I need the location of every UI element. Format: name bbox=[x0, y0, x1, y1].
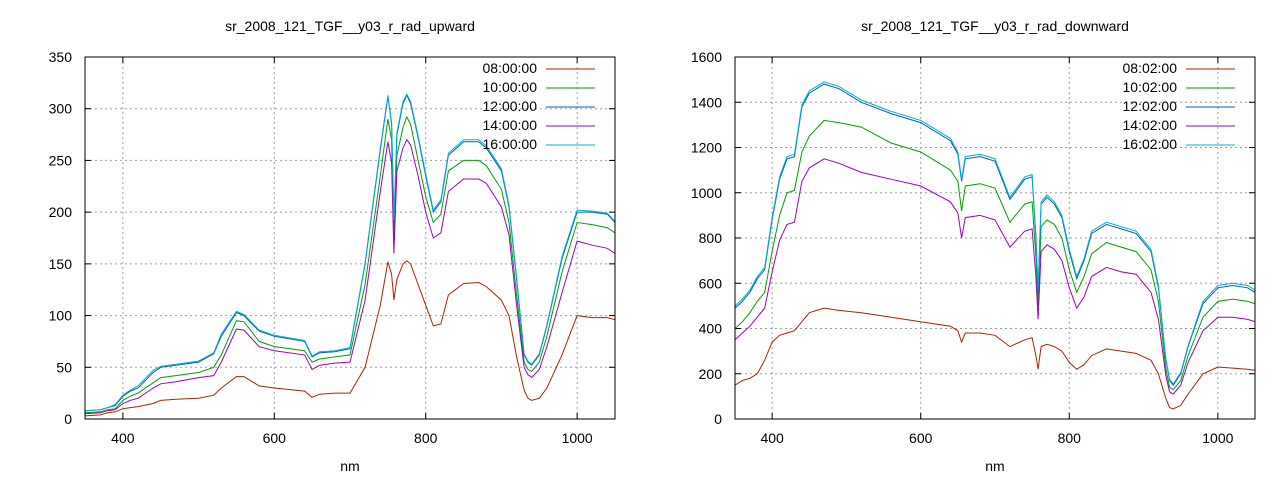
y-tick-label: 1000 bbox=[691, 185, 722, 201]
series-line-2 bbox=[735, 119, 1255, 391]
legend-label: 16:00:00 bbox=[483, 136, 538, 152]
y-tick-label: 0 bbox=[64, 411, 72, 427]
x-tick-label: 600 bbox=[263, 430, 287, 446]
y-tick-label: 800 bbox=[699, 230, 723, 246]
y-tick-label: 50 bbox=[56, 359, 72, 375]
chart-1: sr_2008_121_TGF__y03_r_rad_upward 0 50 100 1… bbox=[49, 18, 616, 474]
y-tick-label: 0 bbox=[714, 411, 722, 427]
series-line-1 bbox=[735, 307, 1255, 410]
legend-label: 14:00:00 bbox=[483, 117, 538, 133]
y-tick-label: 1400 bbox=[691, 94, 722, 110]
chart-2: sr_2008_121_TGF__y03_r_rad_downward 0 200 4… bbox=[691, 18, 1256, 474]
y-tick-label: 600 bbox=[699, 275, 723, 291]
chart-title: sr_2008_121_TGF__y03_r_rad_downward bbox=[861, 18, 1129, 34]
y-tick-label: 250 bbox=[49, 152, 73, 168]
y-tick-label: 400 bbox=[699, 321, 723, 337]
x-tick-label: 400 bbox=[760, 430, 784, 446]
y-tick-label: 200 bbox=[49, 204, 73, 220]
x-tick-label: 800 bbox=[1058, 430, 1082, 446]
legend-label: 08:02:00 bbox=[1123, 60, 1178, 76]
series-line-5 bbox=[735, 81, 1255, 385]
legend-label: 12:00:00 bbox=[483, 98, 538, 114]
series-line-4 bbox=[735, 158, 1255, 395]
x-tick-label: 1000 bbox=[562, 430, 593, 446]
x-axis-label: nm bbox=[340, 458, 359, 474]
legend-label: 10:00:00 bbox=[483, 79, 538, 95]
y-tick-label: 1600 bbox=[691, 49, 722, 65]
y-tick-label: 350 bbox=[49, 49, 73, 65]
y-tick-label: 1200 bbox=[691, 140, 722, 156]
y-tick-label: 150 bbox=[49, 256, 73, 272]
x-tick-label: 1000 bbox=[1202, 430, 1233, 446]
legend-label: 16:02:00 bbox=[1123, 136, 1178, 152]
legend-label: 12:02:00 bbox=[1123, 98, 1178, 114]
legend-label: 08:00:00 bbox=[483, 60, 538, 76]
x-tick-label: 600 bbox=[909, 430, 933, 446]
plot-frame bbox=[734, 56, 1256, 420]
series-line-1 bbox=[85, 260, 615, 417]
y-tick-label: 200 bbox=[699, 366, 723, 382]
chart-title: sr_2008_121_TGF__y03_r_rad_upward bbox=[225, 18, 475, 34]
x-tick-label: 800 bbox=[414, 430, 438, 446]
series-line-3 bbox=[735, 83, 1255, 386]
legend-label: 14:02:00 bbox=[1123, 117, 1178, 133]
legend-label: 10:02:00 bbox=[1123, 79, 1178, 95]
x-axis-label: nm bbox=[985, 458, 1004, 474]
series-line-4 bbox=[85, 138, 615, 415]
plot-frame bbox=[84, 56, 616, 420]
series-line-2 bbox=[85, 115, 615, 414]
x-tick-label: 400 bbox=[111, 430, 135, 446]
series-line-5 bbox=[85, 93, 615, 412]
y-tick-label: 300 bbox=[49, 101, 73, 117]
y-tick-label: 100 bbox=[49, 308, 73, 324]
